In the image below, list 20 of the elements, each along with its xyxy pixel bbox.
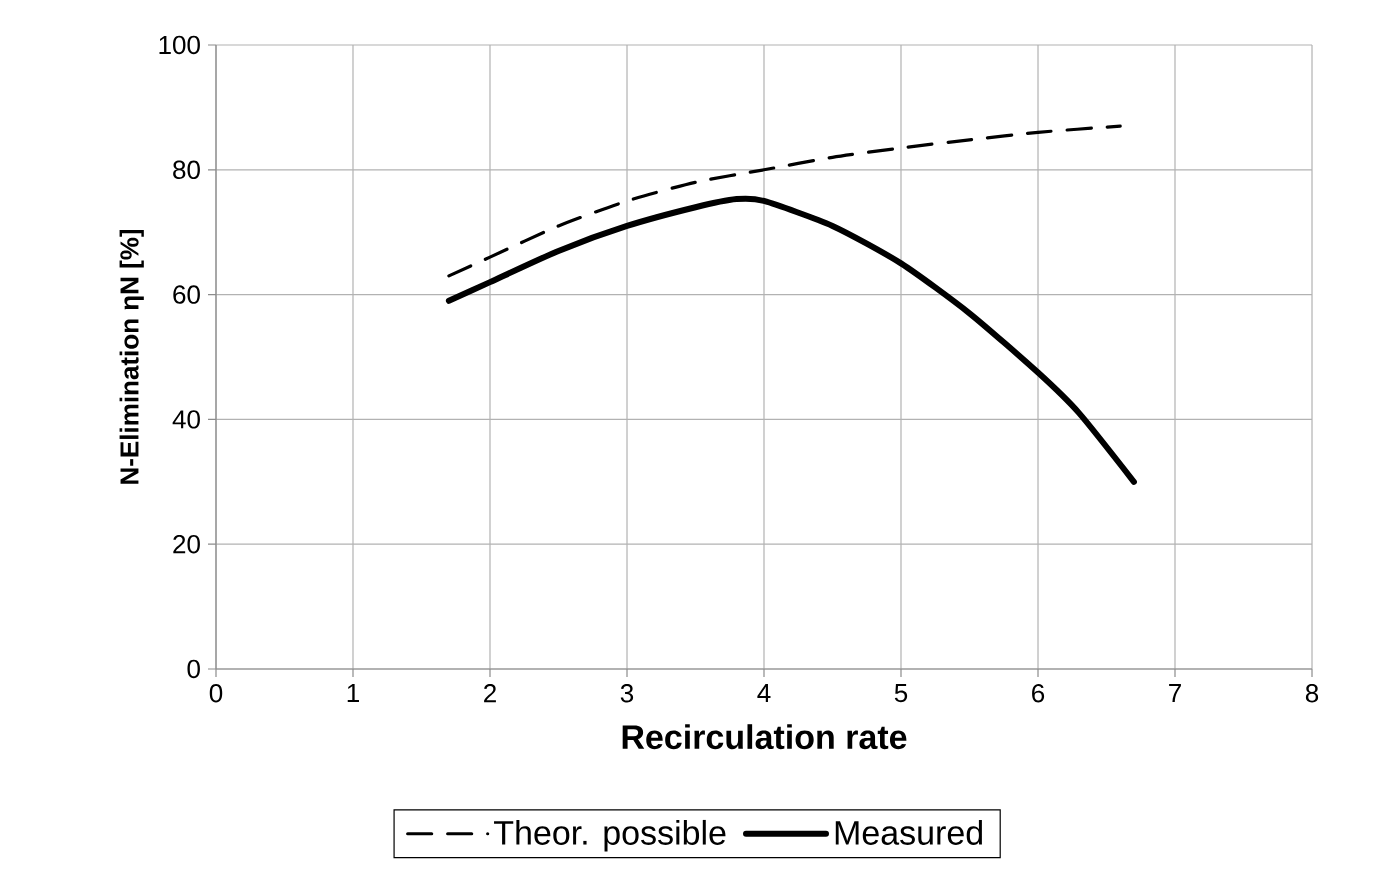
y-tick-label: 40 — [172, 410, 200, 429]
x-tick-label: 2 — [484, 684, 496, 703]
x-axis-title: Recirculation rate — [622, 724, 907, 750]
line-series — [447, 124, 1122, 278]
legend-label: Measured — [835, 819, 982, 845]
x-tick-label: 3 — [620, 684, 634, 703]
x-tick-label: 4 — [757, 684, 771, 702]
x-tick-label: 8 — [1305, 684, 1319, 703]
legend-label: Theor. possible — [494, 819, 726, 852]
x-tick-label: 6 — [1032, 684, 1045, 703]
x-tick-label: 0 — [209, 684, 223, 703]
y-tick-label: 20 — [173, 534, 200, 554]
y-tick-label: 80 — [173, 160, 200, 179]
x-tick-label: 5 — [894, 684, 908, 703]
y-axis-title: N-Elimination ηN [%] — [119, 229, 144, 484]
y-tick-label: 60 — [173, 285, 200, 304]
x-tick-label: 1 — [347, 684, 359, 702]
y-tick-label: 0 — [187, 659, 200, 679]
y-tick-label: 100 — [159, 35, 200, 55]
x-tick-label: 7 — [1169, 684, 1181, 702]
